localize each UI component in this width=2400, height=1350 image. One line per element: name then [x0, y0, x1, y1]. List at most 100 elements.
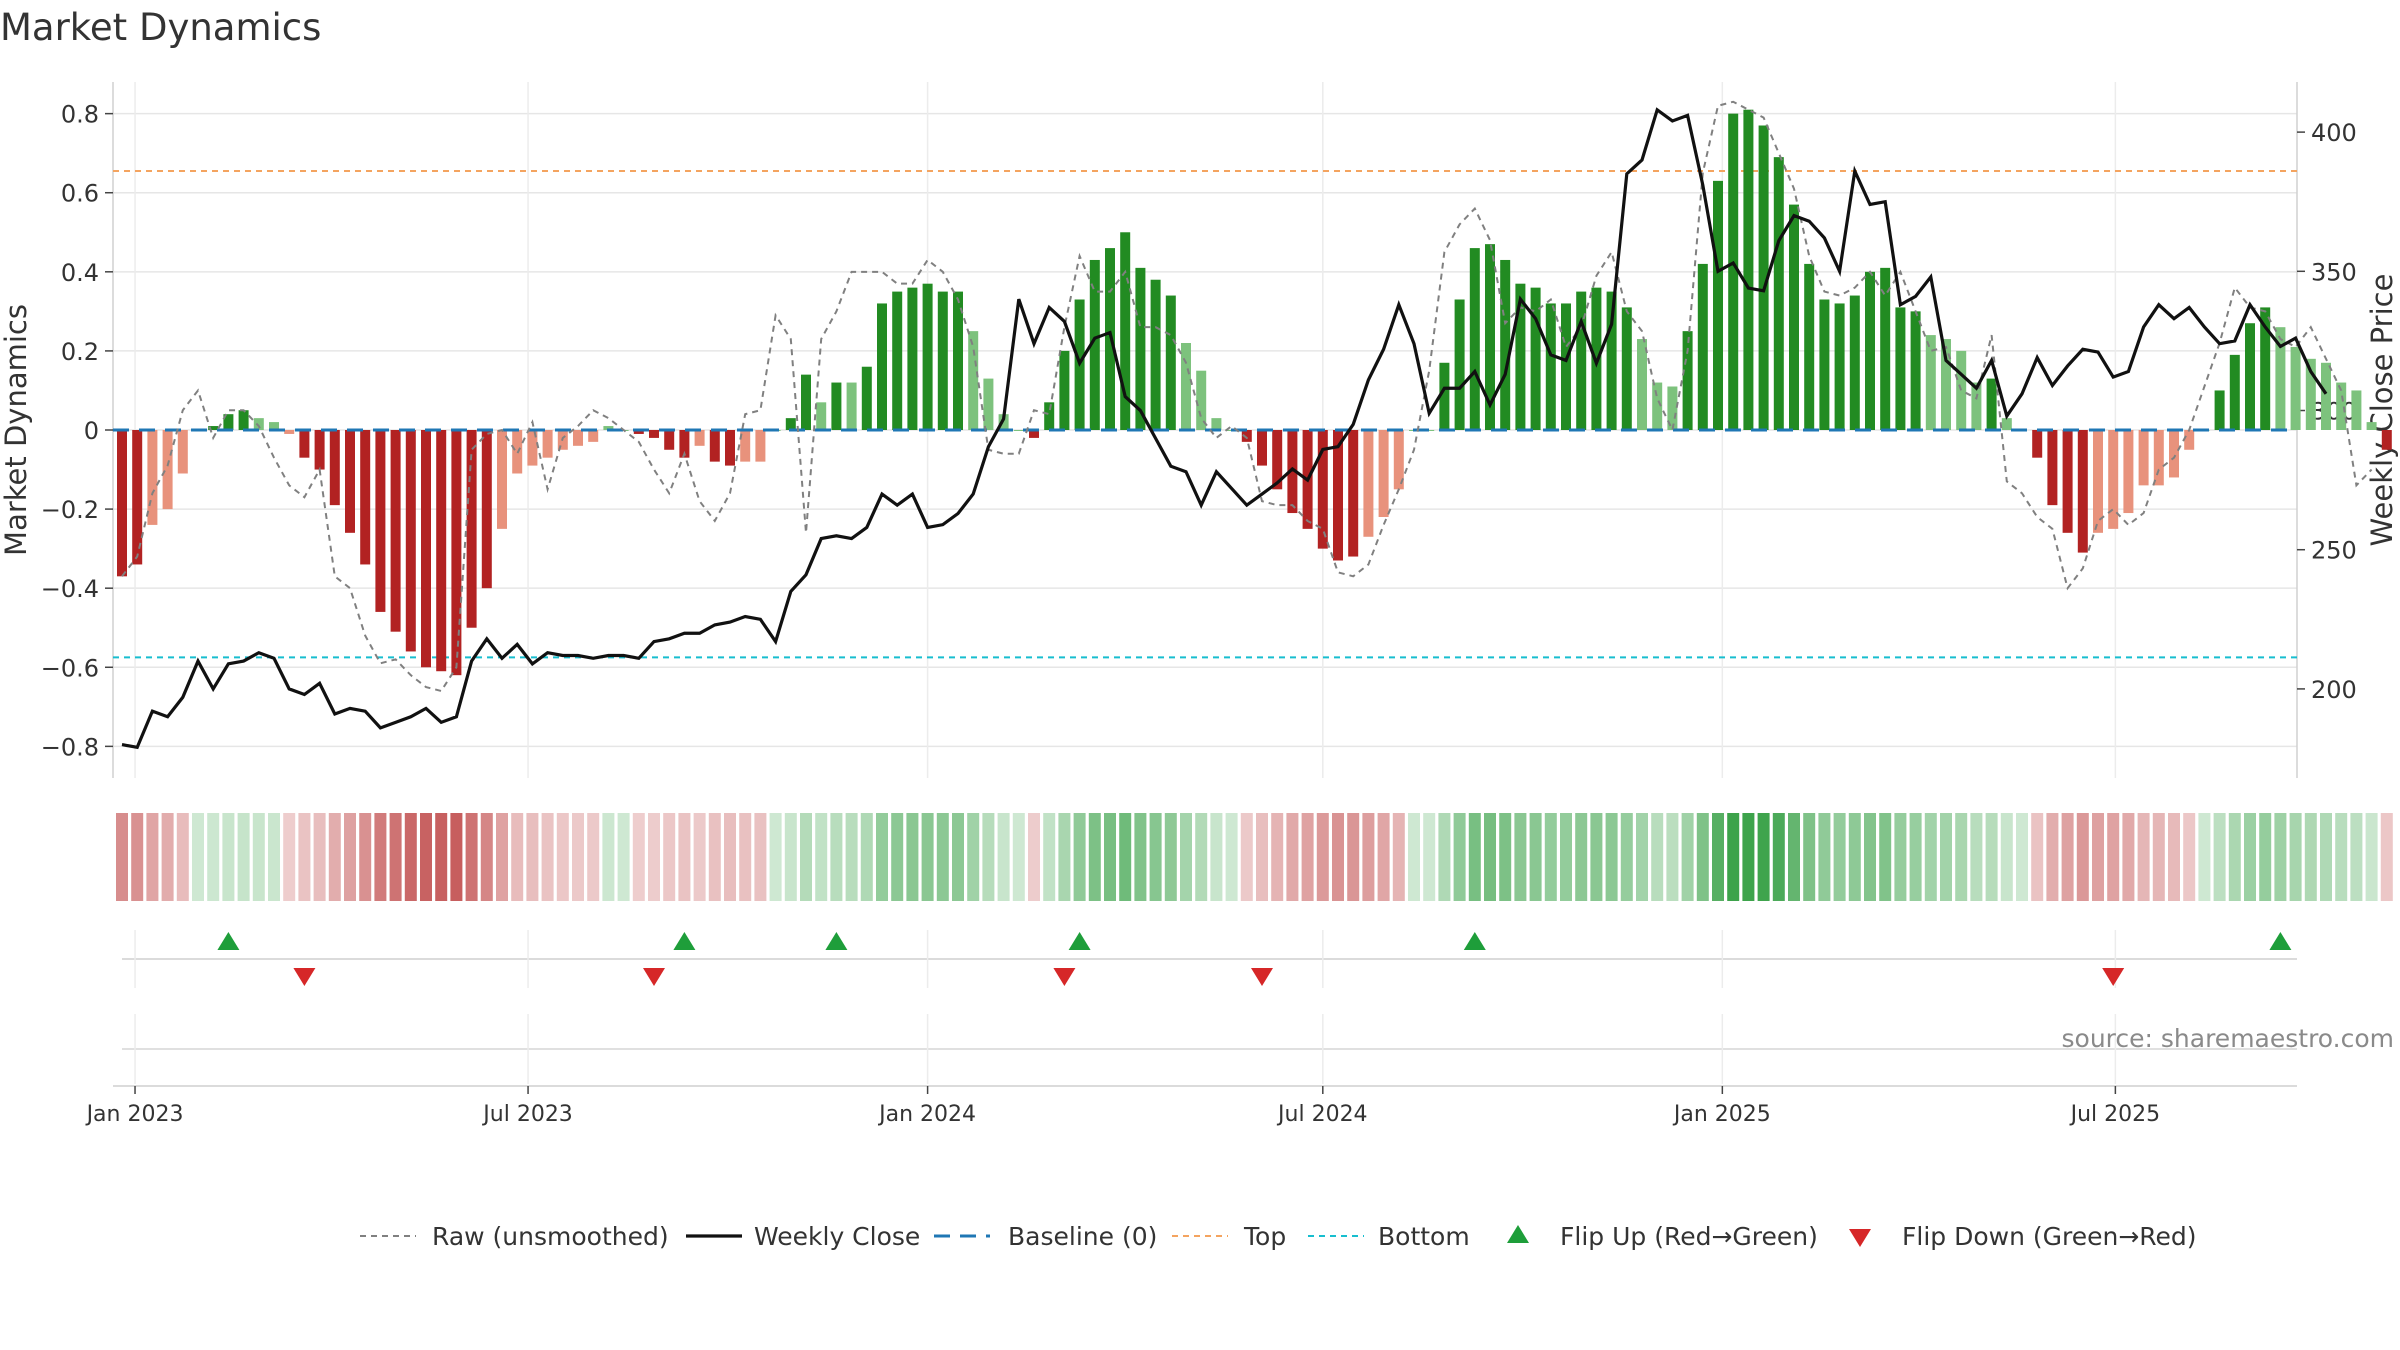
dynamics-bar [2366, 422, 2377, 430]
dynamics-bar [2077, 430, 2088, 553]
dynamics-bar [542, 430, 553, 458]
heat-cell [2000, 813, 2013, 901]
dynamics-bar [1378, 430, 1389, 517]
heat-cell [1468, 813, 1481, 901]
heat-cell [678, 813, 691, 901]
dynamics-bar [1515, 283, 1526, 430]
heat-cell [1909, 813, 1922, 901]
dynamics-bar [2245, 323, 2255, 430]
dynamics-bar [345, 430, 355, 533]
x-tick-label: Jan 2024 [877, 1102, 976, 1127]
legend-item-flipdown: Flip Down (Green→Red) [1849, 1222, 2197, 1251]
heat-cell [1514, 813, 1527, 901]
legend-item-raw: Raw (unsmoothed) [360, 1222, 669, 1251]
flip-up-marker [825, 932, 848, 950]
heat-cell [344, 813, 356, 901]
heat-cell [465, 813, 478, 901]
dynamics-bar [132, 430, 143, 565]
heat-cell [2183, 813, 2196, 901]
heat-cell [1377, 813, 1390, 901]
dynamics-bar [1150, 279, 1161, 430]
heat-cell [800, 813, 812, 901]
dynamics-bar [1667, 386, 1678, 430]
flip-up-marker [2269, 932, 2292, 950]
heat-cell [952, 813, 964, 901]
dynamics-bar [1196, 370, 1207, 430]
dynamics-bar [314, 430, 325, 470]
y2-tick-label: 200 [2311, 676, 2357, 704]
flip-down-marker [1251, 968, 1273, 986]
dynamics-bar [649, 430, 659, 438]
legend-item-baseline: Baseline (0) [934, 1222, 1157, 1251]
flip-up-marker [1068, 932, 1091, 950]
dynamics-bar [1029, 430, 1039, 438]
dynamics-bar [2229, 354, 2240, 430]
heat-cell [2228, 813, 2241, 901]
dynamics-bar [2001, 418, 2012, 430]
dynamics-bar [1165, 295, 1176, 430]
heat-cell [1453, 813, 1466, 901]
heat-cell [1529, 813, 1542, 901]
heat-cell [1620, 813, 1633, 901]
dynamics-bar [1576, 291, 1587, 430]
legend-label: Raw (unsmoothed) [432, 1222, 669, 1251]
dynamics-bar [937, 291, 948, 430]
heat-cell [1104, 813, 1116, 901]
heat-cell [1544, 813, 1557, 901]
heat-cell [1164, 813, 1177, 901]
heat-cell [2244, 813, 2256, 901]
heat-cell [2046, 813, 2059, 901]
heat-cell [1833, 813, 1846, 901]
x-tick-label: Jul 2024 [1276, 1102, 1368, 1127]
heat-cell [2016, 813, 2028, 901]
heat-cell [374, 813, 387, 901]
heat-cell [2335, 813, 2348, 901]
heat-cell [1180, 813, 1192, 901]
dynamics-bar [1120, 232, 1131, 430]
dynamics-bar [466, 430, 477, 628]
heat-cell [982, 813, 995, 901]
heat-cell [2168, 813, 2180, 901]
heat-cell [1848, 813, 1861, 901]
dynamics-bar [1728, 113, 1739, 431]
dynamics-bar [481, 430, 492, 589]
heat-cell [906, 813, 919, 901]
heat-cell [1788, 813, 1800, 901]
heat-cell [146, 813, 159, 901]
y-tick-label: −0.8 [41, 733, 99, 761]
heat-cell [1438, 813, 1451, 901]
heat-cell [2259, 813, 2272, 901]
dynamics-bar [633, 430, 644, 434]
dynamics-bar [1834, 303, 1845, 430]
legend-label: Flip Down (Green→Red) [1902, 1222, 2197, 1251]
heat-cell [1240, 813, 1253, 901]
dynamics-bar [284, 430, 295, 434]
dynamics-bar [1545, 303, 1556, 430]
legend-label: Flip Up (Red→Green) [1560, 1222, 1818, 1251]
dynamics-bar [831, 382, 842, 430]
dynamics-bar [1333, 430, 1343, 561]
heat-cell [526, 813, 539, 901]
heat-cell [587, 813, 600, 901]
dynamics-bar [664, 430, 675, 450]
dynamics-bar [2184, 430, 2195, 450]
heat-cell [541, 813, 554, 901]
dynamics-bar [1013, 430, 1024, 431]
dynamics-bar [1500, 259, 1511, 430]
dynamics-bar [2336, 382, 2347, 430]
heat-cell [1924, 813, 1937, 901]
heat-cell [1742, 813, 1755, 901]
dynamics-bar [299, 430, 310, 458]
dynamics-bar [2214, 390, 2225, 430]
dynamics-bar [405, 430, 416, 652]
dynamics-bar [2290, 346, 2301, 430]
flip-down-marker [293, 968, 316, 986]
dynamics-bar [117, 430, 127, 577]
dynamics-bar [1956, 350, 1967, 430]
dynamics-bar [2321, 362, 2331, 430]
heat-cell [2274, 813, 2287, 901]
dynamics-bar [755, 430, 766, 462]
flip-up-marker [673, 932, 696, 950]
heat-cell [2152, 813, 2165, 901]
heat-cell [283, 813, 296, 901]
